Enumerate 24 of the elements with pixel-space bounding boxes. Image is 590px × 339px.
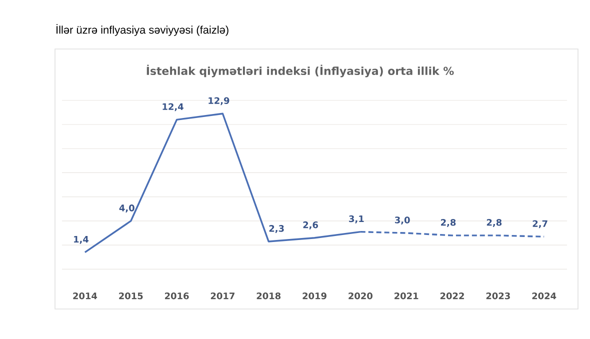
- x-tick-label: 2017: [210, 292, 234, 300]
- x-tick-label: 2022: [440, 292, 464, 300]
- x-tick-label: 2019: [302, 292, 326, 300]
- data-label: 2,8: [441, 219, 456, 227]
- x-tick-label: 2020: [348, 292, 372, 300]
- chart-title: İllər üzrə inflyasiya səviyyəsi (faizlə): [56, 24, 228, 36]
- data-label: 2,6: [303, 221, 318, 230]
- data-label: 3,1: [349, 215, 364, 224]
- data-label: 1,4: [74, 236, 89, 244]
- data-label: 2,8: [486, 219, 502, 227]
- data-label: 3,0: [394, 216, 410, 225]
- x-tick-label: 2023: [486, 292, 510, 300]
- x-tick-label: 2014: [73, 292, 98, 300]
- chart-subtitle: İstehlak qiymətləri indeksi (İnflyasiya) orta illik %: [146, 64, 454, 78]
- data-label: 4,0: [119, 204, 134, 212]
- data-label: 2,3: [269, 225, 284, 233]
- data-label: 12,9: [208, 97, 230, 106]
- x-tick-label: 2021: [394, 292, 418, 300]
- x-tick-label: 2015: [119, 292, 143, 300]
- x-tick-label: 2024: [532, 292, 556, 300]
- data-label: 2,7: [532, 220, 548, 228]
- x-tick-label: 2018: [256, 292, 281, 300]
- x-tick-label: 2016: [165, 292, 189, 300]
- data-label: 12,4: [162, 103, 184, 112]
